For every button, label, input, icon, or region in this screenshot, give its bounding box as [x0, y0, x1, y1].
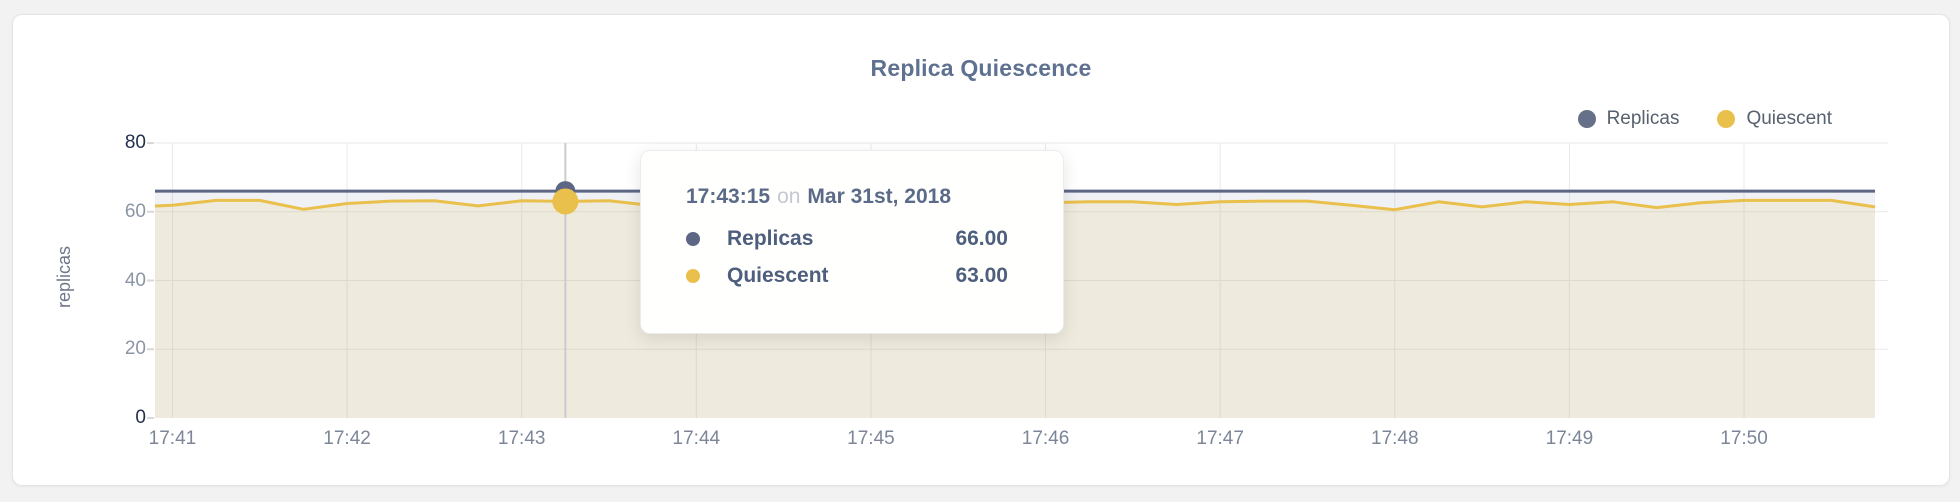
y-tick-label: 60: [124, 200, 146, 222]
tooltip-series-value: 63.00: [955, 263, 1008, 287]
y-tick-label: 40: [124, 269, 146, 291]
x-tick-label: 17:50: [1720, 428, 1768, 449]
tooltip-date: Mar 31st, 2018: [807, 185, 952, 208]
tooltip-row-quiescent: Quiescent 63.00: [686, 257, 1008, 294]
x-tick-label: 17:43: [497, 428, 546, 449]
y-tick-label: 0: [135, 407, 146, 428]
legend-label: Quiescent: [1746, 108, 1832, 129]
x-tick-label: 17:47: [1196, 428, 1244, 449]
chart-title: Replica Quiescence: [870, 55, 1092, 81]
x-tick-label: 17:49: [1545, 428, 1594, 449]
tooltip-header: 17:43:15 on Mar 31st, 2018: [686, 185, 1008, 209]
replicas-series-dot-icon: [686, 231, 700, 246]
chart-tooltip: 17:43:15 on Mar 31st, 2018 Replicas 66.00 …: [640, 150, 1064, 334]
x-tick-label: 17:41: [148, 428, 197, 449]
replicas-series-dot-icon: [1577, 110, 1596, 128]
y-tick-label: 20: [124, 338, 146, 360]
legend-item-quiescent[interactable]: Quiescent: [1717, 108, 1832, 130]
tooltip-series-value: 66.00: [955, 226, 1008, 250]
x-tick-label: 17:48: [1371, 428, 1419, 449]
tooltip-series-label: Replicas: [727, 226, 814, 250]
chart-legend: Replicas Quiescent: [1577, 108, 1832, 130]
tooltip-conjunction: on: [777, 185, 801, 208]
x-tick-label: 17:44: [672, 428, 721, 449]
y-tick-label: 80: [124, 132, 146, 153]
x-tick-label: 17:42: [323, 428, 371, 449]
x-tick-label: 17:46: [1021, 428, 1070, 449]
tooltip-row-replicas: Replicas 66.00: [686, 220, 1008, 257]
hover-point-quiescent: [552, 188, 579, 215]
x-tick-label: 17:45: [847, 428, 895, 449]
quiescent-series-dot-icon: [1717, 110, 1736, 128]
tooltip-time: 17:43:15: [686, 185, 771, 208]
legend-label: Replicas: [1606, 108, 1680, 129]
legend-item-replicas[interactable]: Replicas: [1577, 108, 1680, 130]
tooltip-series-label: Quiescent: [727, 263, 829, 287]
quiescent-series-dot-icon: [686, 268, 700, 283]
